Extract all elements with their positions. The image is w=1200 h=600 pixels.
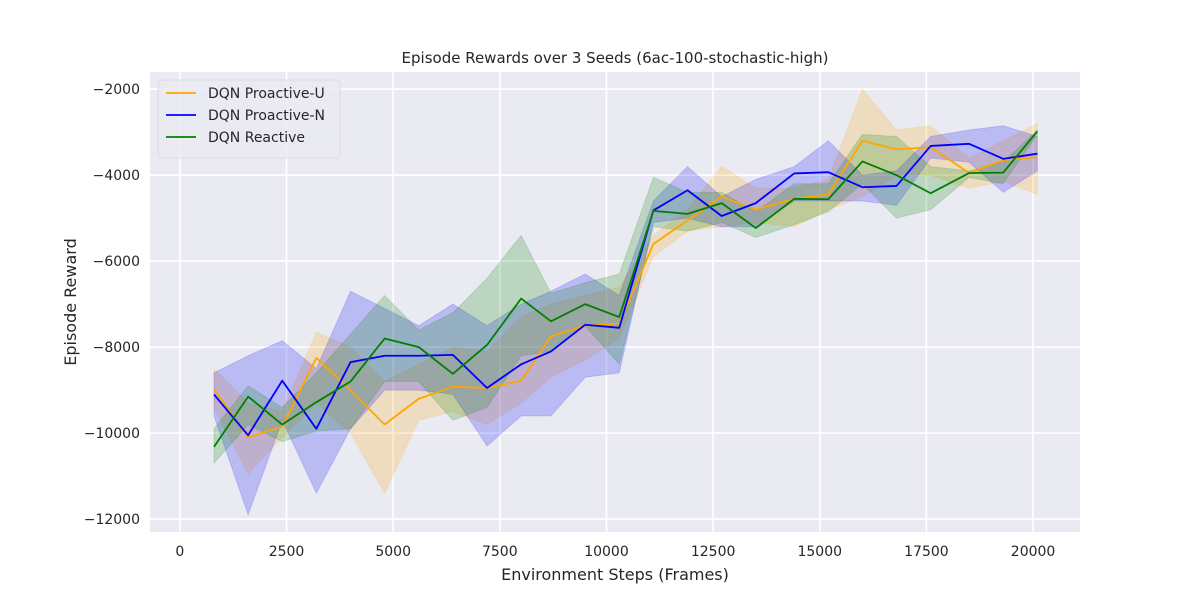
x-tick-label: 7500	[482, 544, 518, 560]
series-line-1	[213, 142, 1038, 437]
x-axis-ticks: 0 2500 5000 7500 10000 12500 15000 17500 20000	[175, 544, 1055, 560]
x-axis-label: Environment Steps (Frames)	[501, 565, 729, 584]
grid-lines	[150, 72, 1080, 532]
x-tick-label: 0	[175, 544, 184, 560]
x-tick-label: 2500	[269, 544, 305, 560]
legend-label-1: DQN Proactive-N	[208, 108, 325, 124]
y-axis-label: Episode Reward	[61, 238, 80, 366]
x-tick-label: 5000	[375, 544, 411, 560]
y-tick-label: −8000	[93, 340, 140, 356]
y-tick-label: −12000	[84, 512, 140, 528]
y-tick-label: −4000	[93, 168, 140, 184]
x-tick-label: 10000	[584, 544, 629, 560]
x-tick-label: 20000	[1011, 544, 1056, 560]
y-tick-label: −2000	[93, 82, 140, 98]
chart-title: Episode Rewards over 3 Seeds (6ac-100-st…	[402, 49, 829, 67]
series-lines	[213, 130, 1039, 448]
y-tick-label: −6000	[93, 254, 140, 270]
series-line-2	[213, 130, 1039, 448]
y-axis-ticks: −12000 −10000 −8000 −6000 −4000 −2000	[84, 82, 140, 528]
x-tick-label: 17500	[904, 544, 949, 560]
legend-label-2: DQN Reactive	[208, 130, 305, 146]
series-line-0	[213, 139, 1038, 439]
x-tick-label: 15000	[797, 544, 842, 560]
legend: DQN Proactive-U DQN Proactive-N DQN Reacti…	[157, 79, 341, 159]
legend-box	[157, 79, 341, 159]
y-tick-label: −10000	[84, 426, 140, 442]
x-tick-label: 12500	[691, 544, 736, 560]
legend-label-0: DQN Proactive-U	[208, 86, 325, 102]
band-1	[213, 125, 1038, 517]
